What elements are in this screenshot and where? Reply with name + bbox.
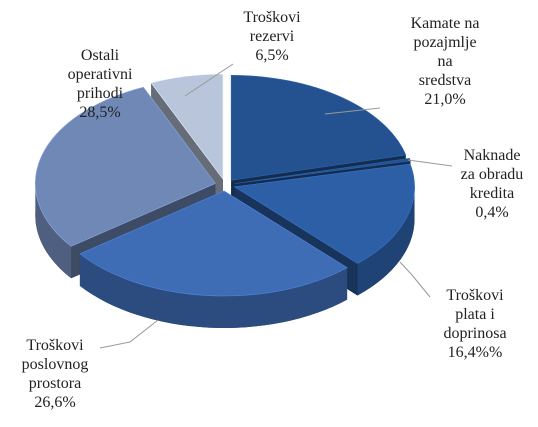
label-line: poslovnog [22, 356, 89, 373]
leader-line [184, 63, 234, 97]
slice [35, 86, 216, 279]
category-label: Kamate na pozajmlje na sredstva [411, 15, 480, 89]
category-label: Ostali operativni prihodi [68, 47, 133, 102]
label-line: Troškovi [243, 9, 301, 26]
value-label: 6,5% [255, 47, 288, 64]
value-label: 28,5% [79, 104, 120, 121]
category-label: Troškovi poslovnog prostora [22, 337, 89, 392]
label-line: za obradu [461, 166, 524, 183]
label-line: plata i [455, 306, 495, 323]
label-line: doprinosa [443, 325, 506, 342]
category-label: Troškovi rezervi [243, 9, 301, 45]
label-line: Troškovi [26, 337, 84, 354]
slice-side [79, 253, 348, 328]
value-label: 21,0% [424, 91, 465, 108]
label-line: prihodi [77, 85, 124, 102]
leader-line [407, 159, 453, 167]
slice-top [230, 74, 407, 181]
leader-line [99, 319, 159, 349]
slice-side [357, 186, 415, 296]
value-label: 26,6% [34, 394, 75, 411]
slice-side [35, 183, 72, 279]
label-line: Troškovi [446, 287, 504, 304]
category-label: Naknade za obradu kredita [461, 147, 524, 202]
slice-top [150, 73, 224, 181]
label-line: pozajmlje [413, 34, 476, 51]
label-line: kredita [470, 185, 514, 202]
slice-top [234, 157, 411, 184]
slice-top [35, 86, 216, 247]
label-line: na [437, 53, 452, 70]
label-line: Kamate na [411, 15, 480, 32]
value-label: 16,4%% [448, 344, 503, 361]
label-line: operativni [68, 66, 133, 83]
leader-line [324, 107, 381, 115]
slice-top [233, 163, 415, 264]
label-line: prostora [29, 375, 81, 392]
value-label: 0,4% [475, 204, 508, 221]
label-line: Naknade [464, 147, 521, 164]
label-line: rezervi [250, 28, 295, 45]
label-line: Ostali [81, 47, 120, 64]
category-label: Troškovi plata i doprinosa [443, 287, 506, 342]
slice-top [79, 190, 348, 297]
label-line: sredstva [419, 72, 471, 89]
slice [79, 190, 348, 328]
leader-line [399, 261, 431, 298]
